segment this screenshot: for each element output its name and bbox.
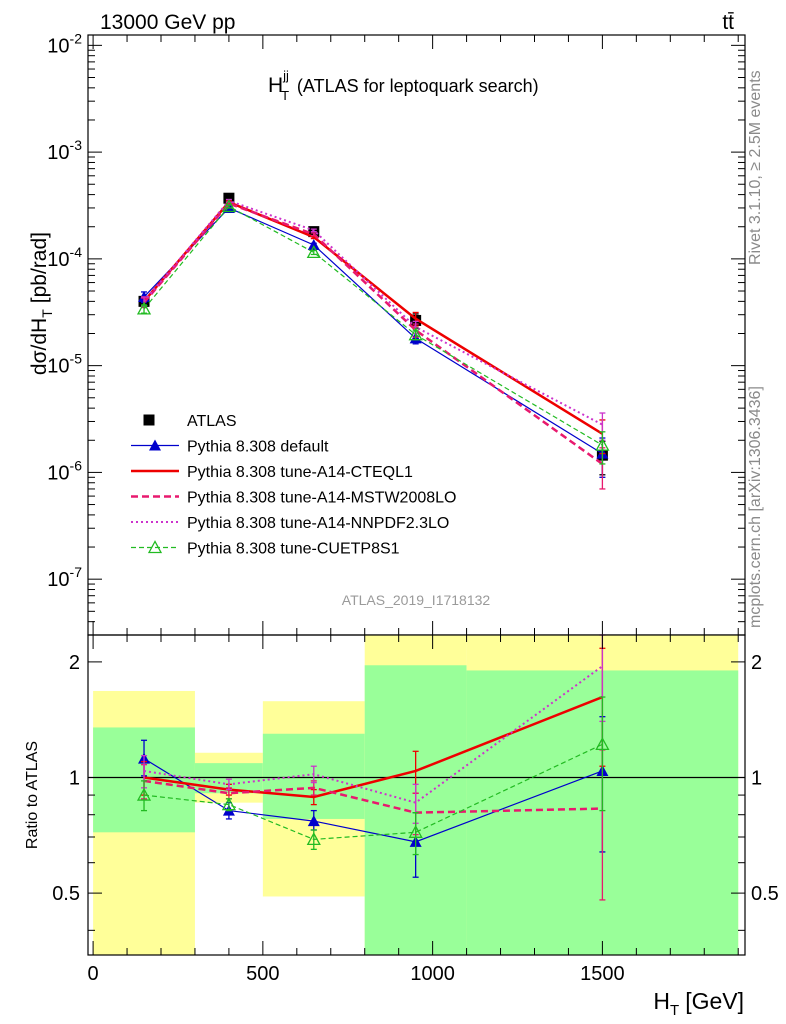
legend-entry: Pythia 8.308 tune-CUETP8S1	[187, 541, 400, 558]
watermark: ATLAS_2019_I1718132	[342, 592, 491, 608]
ratio-data-layer	[88, 634, 745, 901]
main-y-axis-label: dσ/dHT[pb/rad]	[28, 232, 55, 375]
main-y-tick-label: 10-4	[47, 244, 82, 271]
main-series-line	[143, 202, 604, 465]
ratio-axes: 0.5 0.5 1 1 2 2 0 500 1000 1500	[52, 634, 779, 985]
legend-marker	[147, 540, 163, 554]
ratio-data-point	[306, 832, 321, 846]
main-axes: 10-7 10-6 10-5 10-4 10-3 10-2	[47, 30, 746, 636]
main-data-point	[136, 301, 152, 315]
main-data-point	[221, 199, 237, 213]
ratio-y-tick-label: 1	[69, 768, 80, 790]
main-series-line	[143, 200, 604, 435]
main-series-line	[143, 205, 603, 446]
legend-entry: Pythia 8.308 tune-A14-MSTW2008LO	[187, 490, 456, 507]
main-y-tick-label: 10-6	[47, 457, 82, 484]
legend-marker	[143, 414, 155, 426]
main-data-layer	[136, 192, 610, 490]
ratio-y-tick-label: 0.5	[52, 883, 80, 905]
ratio-data-point	[408, 824, 423, 838]
main-data-point	[307, 238, 320, 250]
legend-entry: ATLAS	[187, 413, 237, 430]
main-data-point	[306, 245, 321, 259]
main-data-point	[595, 437, 610, 451]
x-tick-label: 500	[246, 963, 279, 985]
main-data-point	[223, 192, 235, 204]
x-tick-label: 0	[88, 963, 99, 985]
mcplots-label: mcplots.cern.ch [arXiv:1306.3436]	[747, 386, 764, 628]
legend-entry: Pythia 8.308 default	[187, 439, 329, 456]
main-y-tick-label: 10-7	[47, 564, 82, 591]
main-y-tick-label: 10-5	[47, 351, 82, 378]
ratio-y-tick-label-right: 1	[751, 768, 762, 790]
x-axis-label: HT [GeV]	[653, 988, 744, 1019]
ratio-data-point	[136, 787, 152, 801]
ratio-series-line	[143, 665, 603, 804]
x-tick-label: 1500	[580, 963, 625, 985]
ratio-data-point	[221, 797, 237, 811]
rivet-label: Rivet 3.1.10, ≥ 2.5M events	[747, 70, 764, 265]
main-title: HTjj(ATLAS for leptoquark search)	[268, 68, 539, 103]
main-y-tick-label: 10-2	[47, 30, 82, 57]
ratio-data-point	[307, 815, 320, 827]
ratio-series-line	[143, 743, 603, 841]
ratio-panel: 0.5 0.5 1 1 2 2 0 500 1000 1500 Ratio to ATLAS HT…	[24, 634, 779, 1019]
x-tick-label: 1000	[410, 963, 455, 985]
legend: ATLAS Pythia 8.308 default Pythia 8.308 tu…	[131, 413, 456, 558]
main-y-tick-label: 10-3	[47, 137, 82, 164]
legend-entry: Pythia 8.308 tune-A14-CTEQL1	[187, 464, 413, 481]
main-data-point	[408, 327, 423, 341]
ratio-y-tick-label-right: 2	[751, 652, 762, 674]
ratio-series-line	[143, 779, 603, 814]
ratio-y-tick-label-right: 0.5	[751, 883, 779, 905]
ratio-y-tick-label: 2	[69, 652, 80, 674]
ratio-data-point	[595, 736, 610, 750]
header-left: 13000 GeV pp	[100, 11, 235, 34]
ratio-series-line	[143, 695, 603, 799]
main-series-line	[143, 199, 603, 426]
legend-marker	[149, 439, 161, 451]
header-right: tt̄	[722, 11, 734, 34]
ratio-y-axis-label: Ratio to ATLAS	[24, 741, 41, 849]
main-panel: 10-7 10-6 10-5 10-4 10-3 10-2 HTjj(ATLAS for …	[28, 30, 746, 636]
legend-entry: Pythia 8.308 tune-A14-NNPDF2.3LO	[187, 515, 449, 532]
